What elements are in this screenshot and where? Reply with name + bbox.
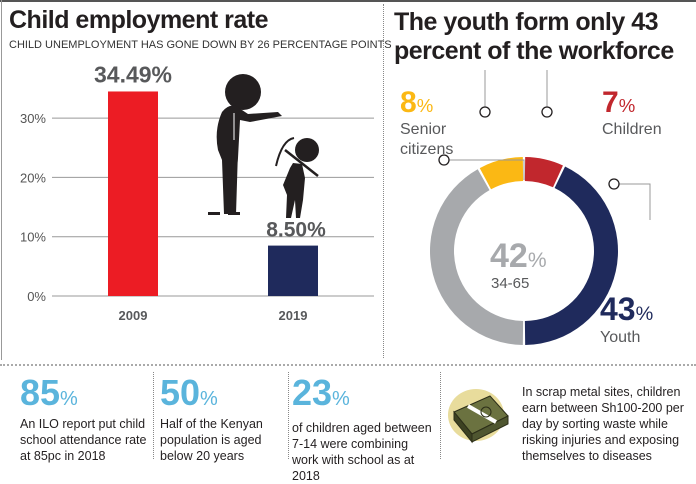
slice-value-label: 42% xyxy=(490,237,547,275)
y-tick-label: 30% xyxy=(20,111,46,126)
divider xyxy=(383,4,384,358)
chart-subtitle: CHILD UNEMPLOYMENT HAS GONE DOWN BY 26 P… xyxy=(9,39,392,51)
leader-line xyxy=(444,159,525,180)
y-tick-label: 20% xyxy=(20,170,46,185)
donut-slice-34-65 xyxy=(430,169,524,345)
money-stack-icon xyxy=(448,389,509,444)
stat-card: 50% Half of the Kenyan population is age… xyxy=(160,372,284,464)
donut-chart: 8% Senior citizens 7% Children 43% Youth 42%34-… xyxy=(400,70,662,346)
slice-name-label: Youth xyxy=(600,329,640,346)
y-tick-label: 0% xyxy=(27,289,46,304)
donut-slice-children xyxy=(524,157,563,188)
money-note: In scrap metal sites, children earn betw… xyxy=(522,385,684,463)
stat-value: 85% xyxy=(20,372,78,413)
x-tick-label: 2009 xyxy=(119,308,148,323)
stat-card: 85% An ILO report put child school atten… xyxy=(20,372,150,464)
slice-value-label: 7% xyxy=(602,86,635,119)
donut-slice-youth xyxy=(524,166,618,345)
slice-marker xyxy=(479,106,491,118)
slice-marker xyxy=(438,154,450,166)
slice-marker xyxy=(608,178,620,190)
chart-title: The youth form only 43 percent of the wo… xyxy=(394,8,674,65)
chart-title: Child employment rate xyxy=(9,6,269,34)
leader-line xyxy=(484,70,486,112)
stat-text: An ILO report put child school attendanc… xyxy=(20,417,147,463)
leader-line xyxy=(546,70,548,112)
divider xyxy=(440,372,441,459)
stat-text: Half of the Kenyan population is aged be… xyxy=(160,417,263,463)
y-tick-label: 10% xyxy=(20,230,46,245)
donut-slice-senior-citizens xyxy=(479,157,524,190)
data-label: 8.50% xyxy=(266,219,326,242)
slice-value-label: 43% xyxy=(600,291,653,327)
slice-name-label: 34-65 xyxy=(491,275,529,292)
adult-pointing-silhouette xyxy=(208,74,282,215)
bar-2019 xyxy=(268,245,318,296)
stat-value: 50% xyxy=(160,372,218,413)
divider xyxy=(288,372,289,459)
leader-line xyxy=(614,183,651,220)
stat-card: 23% of children aged between 7-14 were c… xyxy=(292,372,432,484)
divider xyxy=(153,372,154,459)
divider xyxy=(0,364,696,366)
stat-text: of children aged between 7-14 were combi… xyxy=(292,421,432,483)
slice-marker xyxy=(541,106,553,118)
bar-2009 xyxy=(108,91,158,296)
bar-chart: 0% 10% 20% 30% 34.49% 2009 8.50% 2019 xyxy=(20,61,374,323)
frame-border xyxy=(0,0,696,2)
slice-value-label: 8% xyxy=(400,86,433,119)
frame-border xyxy=(1,0,2,360)
slice-name-label: citizens xyxy=(400,141,453,158)
stat-value: 23% xyxy=(292,372,350,413)
slice-name-label: Children xyxy=(602,121,662,138)
x-tick-label: 2019 xyxy=(279,308,308,323)
data-label: 34.49% xyxy=(94,61,172,87)
slice-name-label: Senior xyxy=(400,121,447,138)
child-with-pickaxe-silhouette xyxy=(275,137,319,218)
